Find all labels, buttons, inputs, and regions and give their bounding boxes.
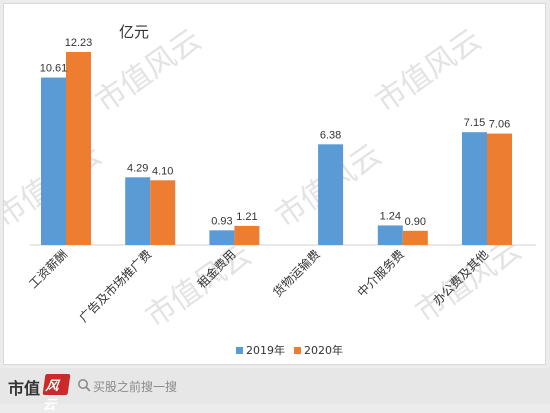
value-label-4-1: 0.90: [405, 216, 426, 228]
brand-stamp-text: 风云: [41, 379, 60, 413]
bar-5-1: [487, 133, 512, 245]
category-label-1: 广告及市场推广费: [76, 247, 154, 325]
value-label-1-0: 4.29: [127, 162, 148, 174]
legend-label-0: 2019年: [246, 343, 285, 357]
bar-4-1: [402, 230, 428, 245]
search-box[interactable]: 买股之前搜一搜: [74, 376, 194, 396]
value-label-0-0: 10.61: [40, 63, 68, 75]
value-labels-layer: 10.61 12.23 4.29 4.10 0.93 1.21 6.38 1.24 0.90 7.…: [40, 37, 510, 228]
bar-1-1: [150, 180, 176, 245]
chart-frame: 市值风云市值风云市值风云市值风云市值风云市值风云 亿元 10.6112.234.…: [3, 3, 546, 365]
brand-logo-text: 市值: [8, 379, 41, 398]
bar-4-0: [377, 225, 403, 245]
bar-0-1: [66, 52, 91, 245]
bar-2-1: [234, 225, 260, 245]
footer-bar: 市值 风云 买股之前搜一搜: [0, 368, 550, 413]
value-label-3-0: 6.38: [320, 129, 341, 141]
value-label-4-0: 1.24: [380, 210, 401, 222]
category-label-3: 货物运输费: [270, 247, 323, 300]
unit-label: 亿元: [119, 23, 149, 41]
bar-chart: 市值风云市值风云市值风云市值风云市值风云市值风云 亿元 10.6112.234.…: [4, 22, 536, 357]
search-placeholder: 买股之前搜一搜: [93, 380, 178, 394]
watermark-text: 市值风云: [369, 22, 487, 119]
value-label-1-1: 4.10: [152, 165, 173, 177]
brand-stamp: 风云: [42, 374, 71, 413]
search-icon: [78, 379, 91, 392]
legend-swatch-1: [294, 347, 301, 354]
value-label-2-0: 0.93: [211, 215, 232, 227]
bar-5-0: [462, 132, 487, 245]
value-label-2-1: 1.21: [236, 211, 257, 223]
bars-layer: [41, 52, 512, 245]
legend-label-1: 2020年: [304, 343, 343, 357]
category-label-4: 中介服务费: [354, 247, 407, 300]
bar-0-0: [41, 77, 66, 245]
legend: 2019年 2020年: [236, 343, 343, 357]
bar-2-0: [209, 230, 235, 245]
value-label-5-1: 7.06: [489, 119, 510, 131]
value-label-5-0: 7.15: [464, 117, 485, 129]
watermark-text: 市值风云: [409, 232, 527, 329]
value-label-0-1: 12.23: [65, 37, 93, 49]
bar-1-0: [125, 177, 151, 245]
legend-swatch-0: [236, 347, 243, 354]
category-label-0: 工资薪酬: [26, 247, 70, 291]
bar-3-0: [318, 144, 344, 245]
